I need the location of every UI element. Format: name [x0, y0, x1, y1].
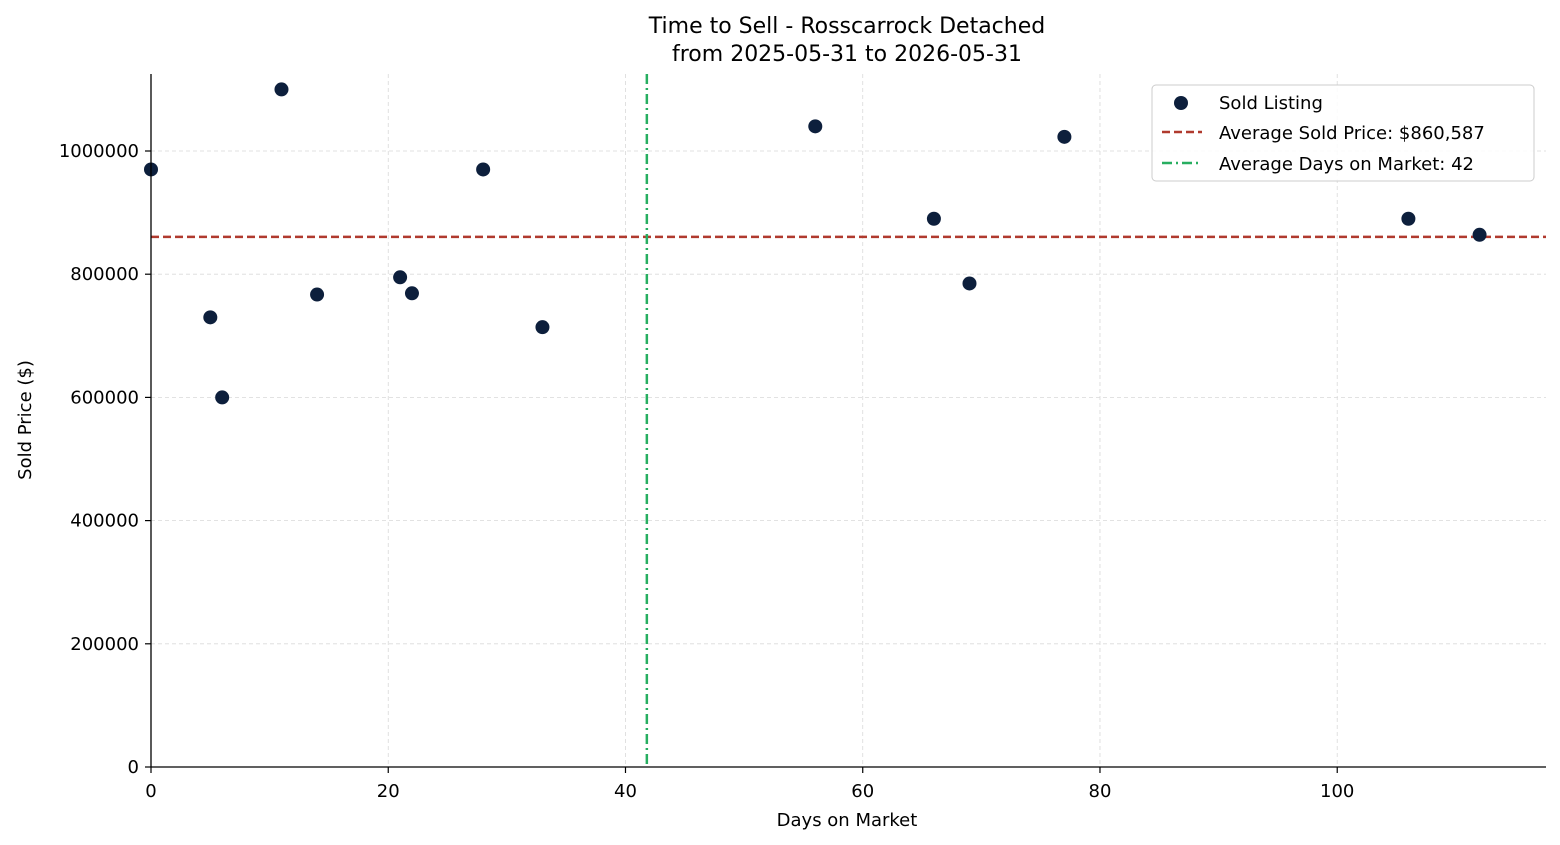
legend: Sold Listing Average Sold Price: $860,58… — [1151, 84, 1535, 182]
data-point-11 — [962, 276, 977, 291]
reference-lines — [151, 74, 1546, 767]
x-tick-label-5: 100 — [1320, 781, 1354, 802]
data-point-1 — [203, 310, 218, 325]
data-point-14 — [1472, 227, 1487, 242]
data-points — [144, 82, 1487, 405]
y-axis-ticks: 0 200000 400000 600000 800000 1000000 — [59, 141, 151, 778]
x-axis-label: Days on Market — [777, 810, 918, 831]
data-point-2 — [215, 390, 230, 405]
x-tick-label-2: 40 — [614, 781, 637, 802]
axes — [150, 74, 1546, 768]
y-tick-label-4: 800000 — [70, 264, 139, 285]
legend-label-sold-listing: Sold Listing — [1219, 93, 1323, 114]
data-point-6 — [404, 286, 419, 301]
data-point-13 — [1401, 211, 1416, 226]
x-tick-label-3: 60 — [851, 781, 874, 802]
y-tick-label-3: 600000 — [70, 387, 139, 408]
data-point-12 — [1057, 129, 1072, 144]
x-tick-label-1: 20 — [377, 781, 400, 802]
data-point-5 — [393, 270, 408, 285]
legend-label-avg-price: Average Sold Price: $860,587 — [1219, 123, 1485, 144]
x-tick-label-0: 0 — [145, 781, 156, 802]
y-tick-label-1: 200000 — [70, 634, 139, 655]
chart-title: Time to Sell - Rosscarrock Detached — [648, 14, 1045, 39]
data-point-8 — [535, 320, 550, 335]
x-axis-ticks: 0 20 40 60 80 100 — [145, 767, 1354, 802]
legend-point-marker — [1174, 96, 1188, 110]
data-point-7 — [476, 162, 491, 177]
y-tick-label-0: 0 — [128, 757, 139, 778]
y-tick-label-2: 400000 — [70, 511, 139, 532]
x-tick-label-4: 80 — [1089, 781, 1112, 802]
data-point-9 — [808, 119, 823, 134]
y-axis-label: Sold Price ($) — [15, 360, 36, 480]
y-tick-label-5: 1000000 — [59, 141, 139, 162]
data-point-4 — [310, 287, 325, 302]
legend-box — [1151, 84, 1535, 182]
legend-label-avg-days: Average Days on Market: 42 — [1219, 154, 1474, 175]
data-point-10 — [926, 211, 941, 226]
chart-subtitle: from 2025-05-31 to 2026-05-31 — [672, 42, 1022, 67]
data-point-3 — [274, 82, 289, 97]
